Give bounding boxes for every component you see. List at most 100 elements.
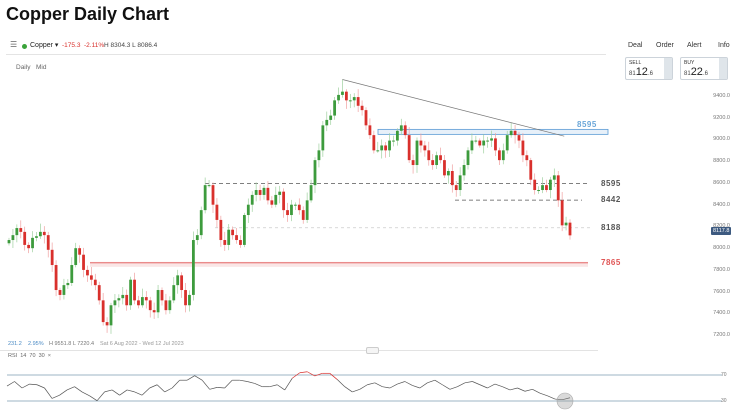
candle-down xyxy=(439,155,442,161)
sell-label: SELL xyxy=(629,60,642,66)
candle-down xyxy=(384,145,388,151)
candle-down xyxy=(286,210,289,216)
price-type-button[interactable]: Mid xyxy=(36,64,47,71)
candle-down xyxy=(344,91,348,101)
rsi-segment xyxy=(464,381,473,384)
candle-up xyxy=(564,222,568,226)
candle-down xyxy=(137,300,140,306)
candle-down xyxy=(356,97,360,106)
rsi-segment xyxy=(359,384,368,390)
rsi-segment xyxy=(21,383,30,389)
candle-down xyxy=(219,219,223,241)
y-tick-label: 8800.0 xyxy=(713,158,730,165)
candle-down xyxy=(431,160,435,166)
candle-up xyxy=(176,275,180,286)
sell-bar xyxy=(664,58,672,79)
rsi-segment xyxy=(44,387,53,399)
rsi-upper-tick: 70 xyxy=(721,372,727,378)
rsi-segment xyxy=(269,384,278,388)
candle-down xyxy=(517,135,521,141)
candle-down xyxy=(133,279,136,301)
candle-up xyxy=(121,294,125,299)
rsi-segment xyxy=(29,383,38,386)
hamburger-icon[interactable]: ☰ xyxy=(10,40,18,49)
info-button[interactable]: Info xyxy=(718,42,730,49)
range-change: 231.2 xyxy=(8,341,22,347)
candle-up xyxy=(168,300,172,311)
candle-down xyxy=(105,322,109,326)
candle-down xyxy=(372,135,376,151)
candle-down xyxy=(360,105,364,111)
candle-down xyxy=(443,160,446,176)
candle-up xyxy=(352,97,356,101)
candle-down xyxy=(258,190,262,195)
candle-up xyxy=(15,228,19,236)
candle-down xyxy=(427,150,431,161)
candle-up xyxy=(199,210,203,236)
candle-up xyxy=(31,237,34,249)
rsi-segment xyxy=(547,395,556,400)
candle-down xyxy=(23,231,27,245)
level-label: 8595 xyxy=(577,119,597,129)
candle-up xyxy=(392,140,395,142)
candle-up xyxy=(552,175,556,180)
candle-down xyxy=(568,222,572,236)
candle-up xyxy=(329,115,333,120)
alert-button[interactable]: Alert xyxy=(687,42,702,49)
rsi-lower-tick: 30 xyxy=(721,398,727,404)
candle-up xyxy=(274,194,278,205)
candle-up xyxy=(333,100,337,116)
candle-up xyxy=(337,94,340,101)
candle-up xyxy=(399,125,403,131)
candle-up xyxy=(172,285,176,301)
y-tick-label: 8400.0 xyxy=(713,201,730,208)
deal-button[interactable]: Deal xyxy=(628,42,643,49)
rsi-segment xyxy=(104,389,113,393)
rsi-segment xyxy=(134,391,143,396)
rsi-segment xyxy=(404,381,413,386)
rsi-segment xyxy=(307,371,315,377)
candle-up xyxy=(388,140,391,151)
rsi-segment xyxy=(164,387,173,393)
rsi-segment xyxy=(194,375,203,381)
candle-up xyxy=(293,204,297,206)
candle-down xyxy=(152,310,156,313)
candle-up xyxy=(317,150,321,161)
rsi-segment xyxy=(419,382,428,389)
candle-down xyxy=(560,200,564,226)
candle-down xyxy=(180,275,184,291)
rsi-segment xyxy=(284,378,293,391)
candle-up xyxy=(509,130,513,136)
sell-button[interactable]: SELL 8112.6 xyxy=(625,57,673,80)
rsi-segment xyxy=(472,381,481,386)
candle-down xyxy=(533,179,537,191)
rsi-segment xyxy=(239,379,248,382)
candle-down xyxy=(231,229,235,236)
candle-down xyxy=(494,138,497,151)
panel-resize-handle[interactable] xyxy=(366,347,379,354)
candle-down xyxy=(50,249,54,266)
candle-down xyxy=(58,290,62,295)
rsi-segment xyxy=(397,381,405,385)
candle-up xyxy=(11,235,15,241)
y-tick-label: 9400.0 xyxy=(713,93,730,99)
rsi-close-icon[interactable]: × xyxy=(47,353,52,359)
rsi-segment xyxy=(247,381,255,384)
candle-up xyxy=(74,248,78,266)
buy-button[interactable]: BUY 8122.6 xyxy=(680,57,728,80)
rsi-segment xyxy=(532,388,541,394)
rsi-segment xyxy=(389,383,398,389)
candle-down xyxy=(211,185,215,205)
resistance-zone xyxy=(377,128,609,135)
rsi-segment xyxy=(337,379,346,387)
rsi-segment xyxy=(554,398,563,401)
candle-up xyxy=(195,235,199,241)
candle-down xyxy=(297,204,301,211)
candle-up xyxy=(129,279,133,306)
timeframe-button[interactable]: Daily xyxy=(16,64,31,71)
y-tick-label: 7800.0 xyxy=(713,266,730,273)
instrument-selector[interactable]: Copper ▾ xyxy=(30,41,58,49)
order-button[interactable]: Order xyxy=(656,42,674,49)
candle-down xyxy=(235,235,238,241)
